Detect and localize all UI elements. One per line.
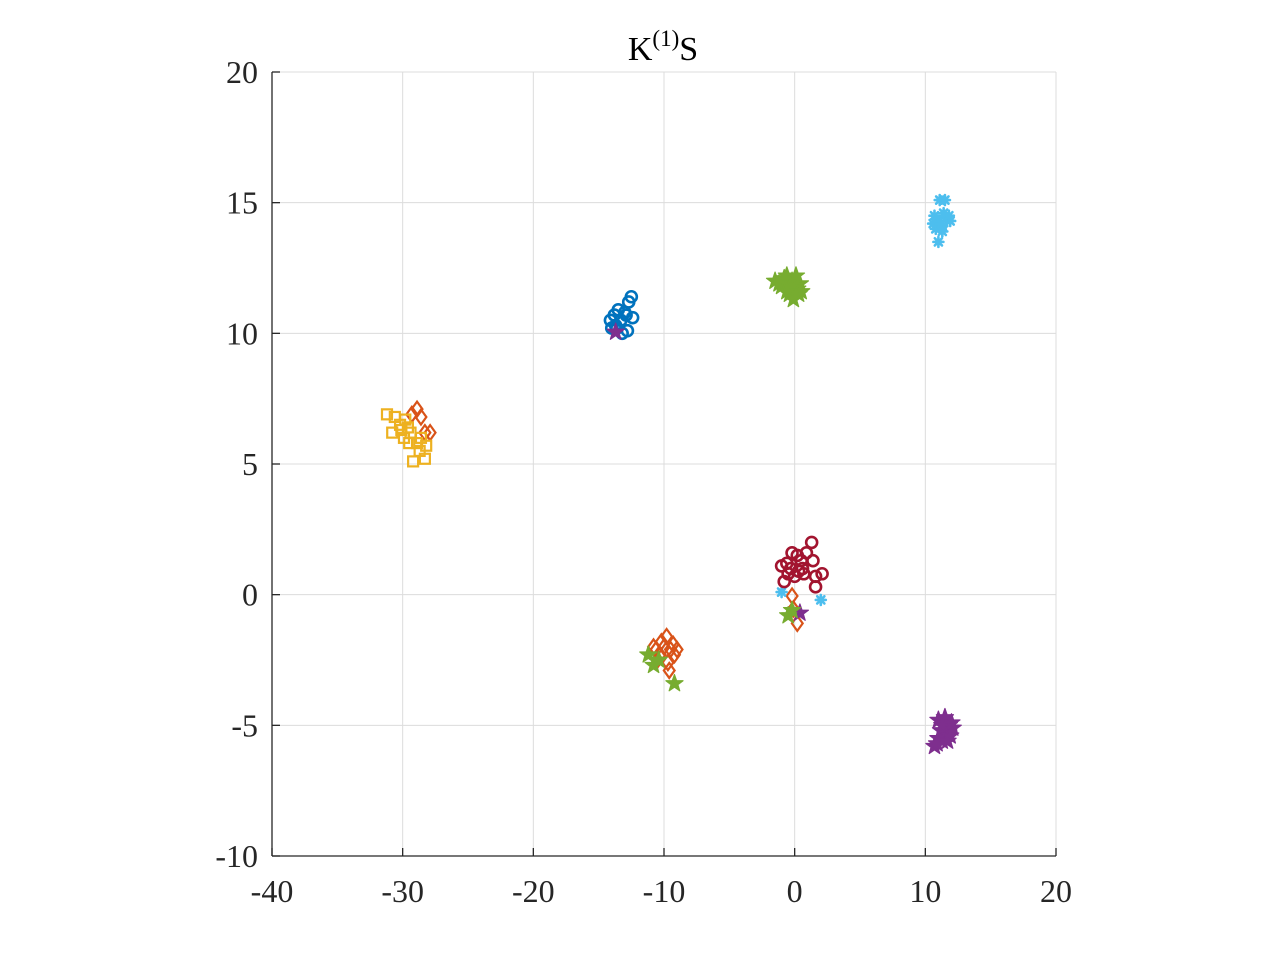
circle-marker bbox=[815, 566, 829, 581]
circle-marker bbox=[783, 561, 798, 576]
grid bbox=[271, 71, 1057, 857]
star-marker bbox=[938, 731, 957, 749]
asterisk-marker bbox=[937, 206, 950, 220]
series-7 bbox=[774, 535, 829, 594]
star-marker bbox=[782, 600, 802, 619]
series-4 bbox=[606, 322, 962, 755]
diamond-marker bbox=[790, 614, 805, 633]
diamond-marker bbox=[667, 645, 682, 665]
data-points bbox=[380, 193, 962, 755]
x-tick-label: 20 bbox=[1040, 873, 1072, 909]
circle-marker bbox=[624, 289, 639, 304]
series-3 bbox=[380, 408, 433, 468]
square-marker bbox=[401, 421, 414, 434]
star-marker bbox=[942, 713, 961, 731]
asterisk-marker bbox=[934, 217, 948, 230]
square-marker bbox=[380, 408, 394, 421]
asterisk-marker bbox=[943, 214, 957, 228]
series-5 bbox=[639, 266, 811, 692]
asterisk-marker bbox=[775, 585, 788, 599]
x-tick-label: 10 bbox=[909, 873, 941, 909]
diamond-marker bbox=[662, 661, 676, 680]
square-marker bbox=[413, 444, 426, 458]
circle-marker bbox=[625, 310, 640, 325]
square-marker bbox=[407, 455, 420, 468]
diamond-marker bbox=[414, 407, 428, 427]
x-tick-label: -40 bbox=[251, 873, 294, 909]
y-tick-label: -5 bbox=[231, 707, 258, 743]
y-tick-label: 5 bbox=[242, 446, 258, 482]
x-tick-label: -10 bbox=[643, 873, 686, 909]
asterisk-marker bbox=[928, 209, 941, 223]
star-marker bbox=[649, 650, 668, 668]
asterisk-marker bbox=[938, 193, 952, 207]
y-tick-label: 20 bbox=[226, 54, 258, 90]
asterisk-marker bbox=[942, 209, 956, 223]
title-superscript: (1) bbox=[652, 26, 679, 51]
star-marker bbox=[786, 266, 806, 284]
star-marker bbox=[769, 274, 789, 292]
star-marker bbox=[933, 715, 952, 734]
x-tick-label: -30 bbox=[381, 873, 424, 909]
circle-marker bbox=[777, 574, 792, 589]
circle-marker bbox=[799, 546, 814, 560]
x-tick-label: -20 bbox=[512, 873, 555, 909]
circle-marker bbox=[808, 580, 823, 594]
asterisk-marker bbox=[929, 222, 943, 236]
asterisk-marker bbox=[936, 225, 949, 238]
star-marker bbox=[606, 322, 625, 340]
circle-marker bbox=[804, 535, 819, 550]
series-2 bbox=[405, 399, 805, 680]
tick-labels: -40 -30 -20 -10 0 10 20 -10 -5 0 5 10 15 20 bbox=[215, 54, 1072, 909]
circle-marker bbox=[806, 553, 820, 568]
asterisk-marker bbox=[926, 217, 940, 230]
x-tick-label: 0 bbox=[787, 873, 803, 909]
axes bbox=[271, 71, 1057, 857]
y-tick-label: 0 bbox=[242, 577, 258, 613]
star-marker bbox=[639, 645, 658, 663]
title-main: K bbox=[628, 31, 653, 68]
circle-marker bbox=[619, 308, 633, 322]
asterisk-marker bbox=[932, 235, 945, 249]
y-tick-label: 10 bbox=[226, 315, 258, 351]
series-6 bbox=[775, 193, 957, 607]
asterisk-marker bbox=[814, 593, 828, 607]
y-tick-label: 15 bbox=[226, 185, 258, 221]
chart-title: K(1)S bbox=[628, 26, 698, 68]
y-tick-label: -10 bbox=[215, 838, 258, 874]
title-suffix: S bbox=[679, 31, 698, 68]
star-marker bbox=[792, 281, 811, 300]
star-marker bbox=[665, 673, 684, 692]
diamond-marker bbox=[670, 640, 684, 659]
